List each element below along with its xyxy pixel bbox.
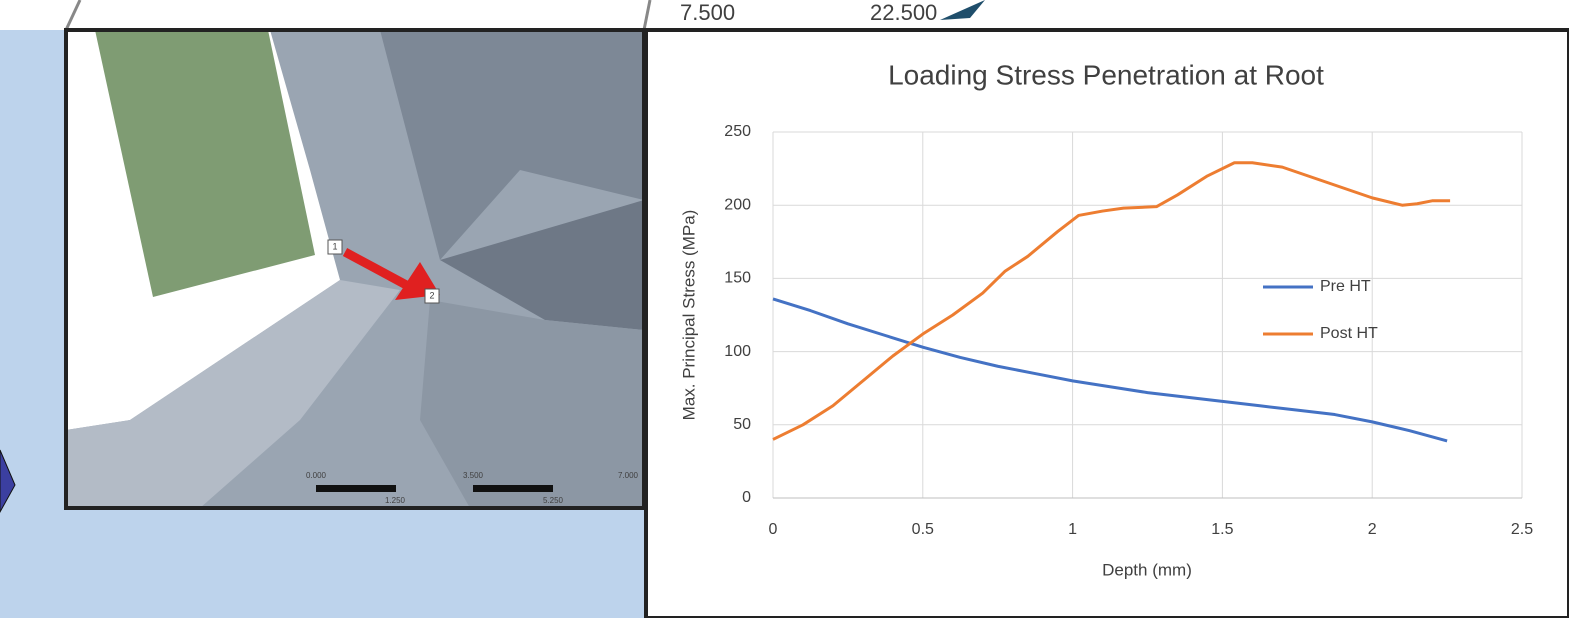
chart-panel [644,28,1569,618]
scale-bar [316,485,396,492]
legend-label: Pre HT [1320,278,1371,295]
x-tick-label: 1 [1068,521,1077,538]
scale-bar [473,485,553,492]
y-tick-label: 100 [724,343,751,360]
y-tick-label: 50 [733,416,751,433]
node-marker [327,239,343,255]
arrow [342,248,413,291]
x-axis-label: Depth (mm) [1102,560,1192,579]
green-region [95,30,315,297]
mesh-view: 1 2 0.000 3.500 7.000 1.250 5.250 [64,28,646,510]
y-tick-label: 150 [724,270,751,287]
x-tick-label: 2 [1368,521,1377,538]
x-tick-label: 0 [769,521,778,538]
node-marker [424,288,440,304]
x-tick-label: 1.5 [1211,521,1233,538]
scale-label: 5.250 [543,496,564,505]
mesh-face [66,280,400,508]
mesh-face [420,300,644,508]
mesh-face [380,30,644,260]
node-label: 2 [429,290,434,300]
y-tick-label: 250 [724,123,751,140]
x-tick-label: 2.5 [1511,521,1533,538]
series-line [772,161,1451,441]
node-label: 1 [332,241,337,251]
top-label: 7.500 [680,0,735,25]
series-line [772,297,1448,443]
plot: 0 50 100 150 200 250 0 0.5 1 1.5 2 2.5 Pre HT Post HT [724,123,1533,538]
legend-label: Post HT [1320,325,1378,342]
scale-label: 7.000 [618,471,639,480]
mesh-face [440,200,644,330]
hex-shape [0,449,16,514]
top-strip [0,0,1569,30]
model-edge [940,0,985,20]
scale-label: 0.000 [306,471,327,480]
chart-title: Loading Stress Penetration at Root [888,59,1324,90]
y-tick-label: 0 [742,489,751,506]
y-tick-label: 200 [724,196,751,213]
top-label: 22.500 [870,0,937,25]
scale-label: 3.500 [463,471,484,480]
x-tick-label: 0.5 [912,521,934,538]
scale-label: 1.250 [385,496,406,505]
connector [64,0,82,31]
y-axis-label: Max. Principal Stress (MPa) [679,210,698,421]
connector [642,0,652,31]
